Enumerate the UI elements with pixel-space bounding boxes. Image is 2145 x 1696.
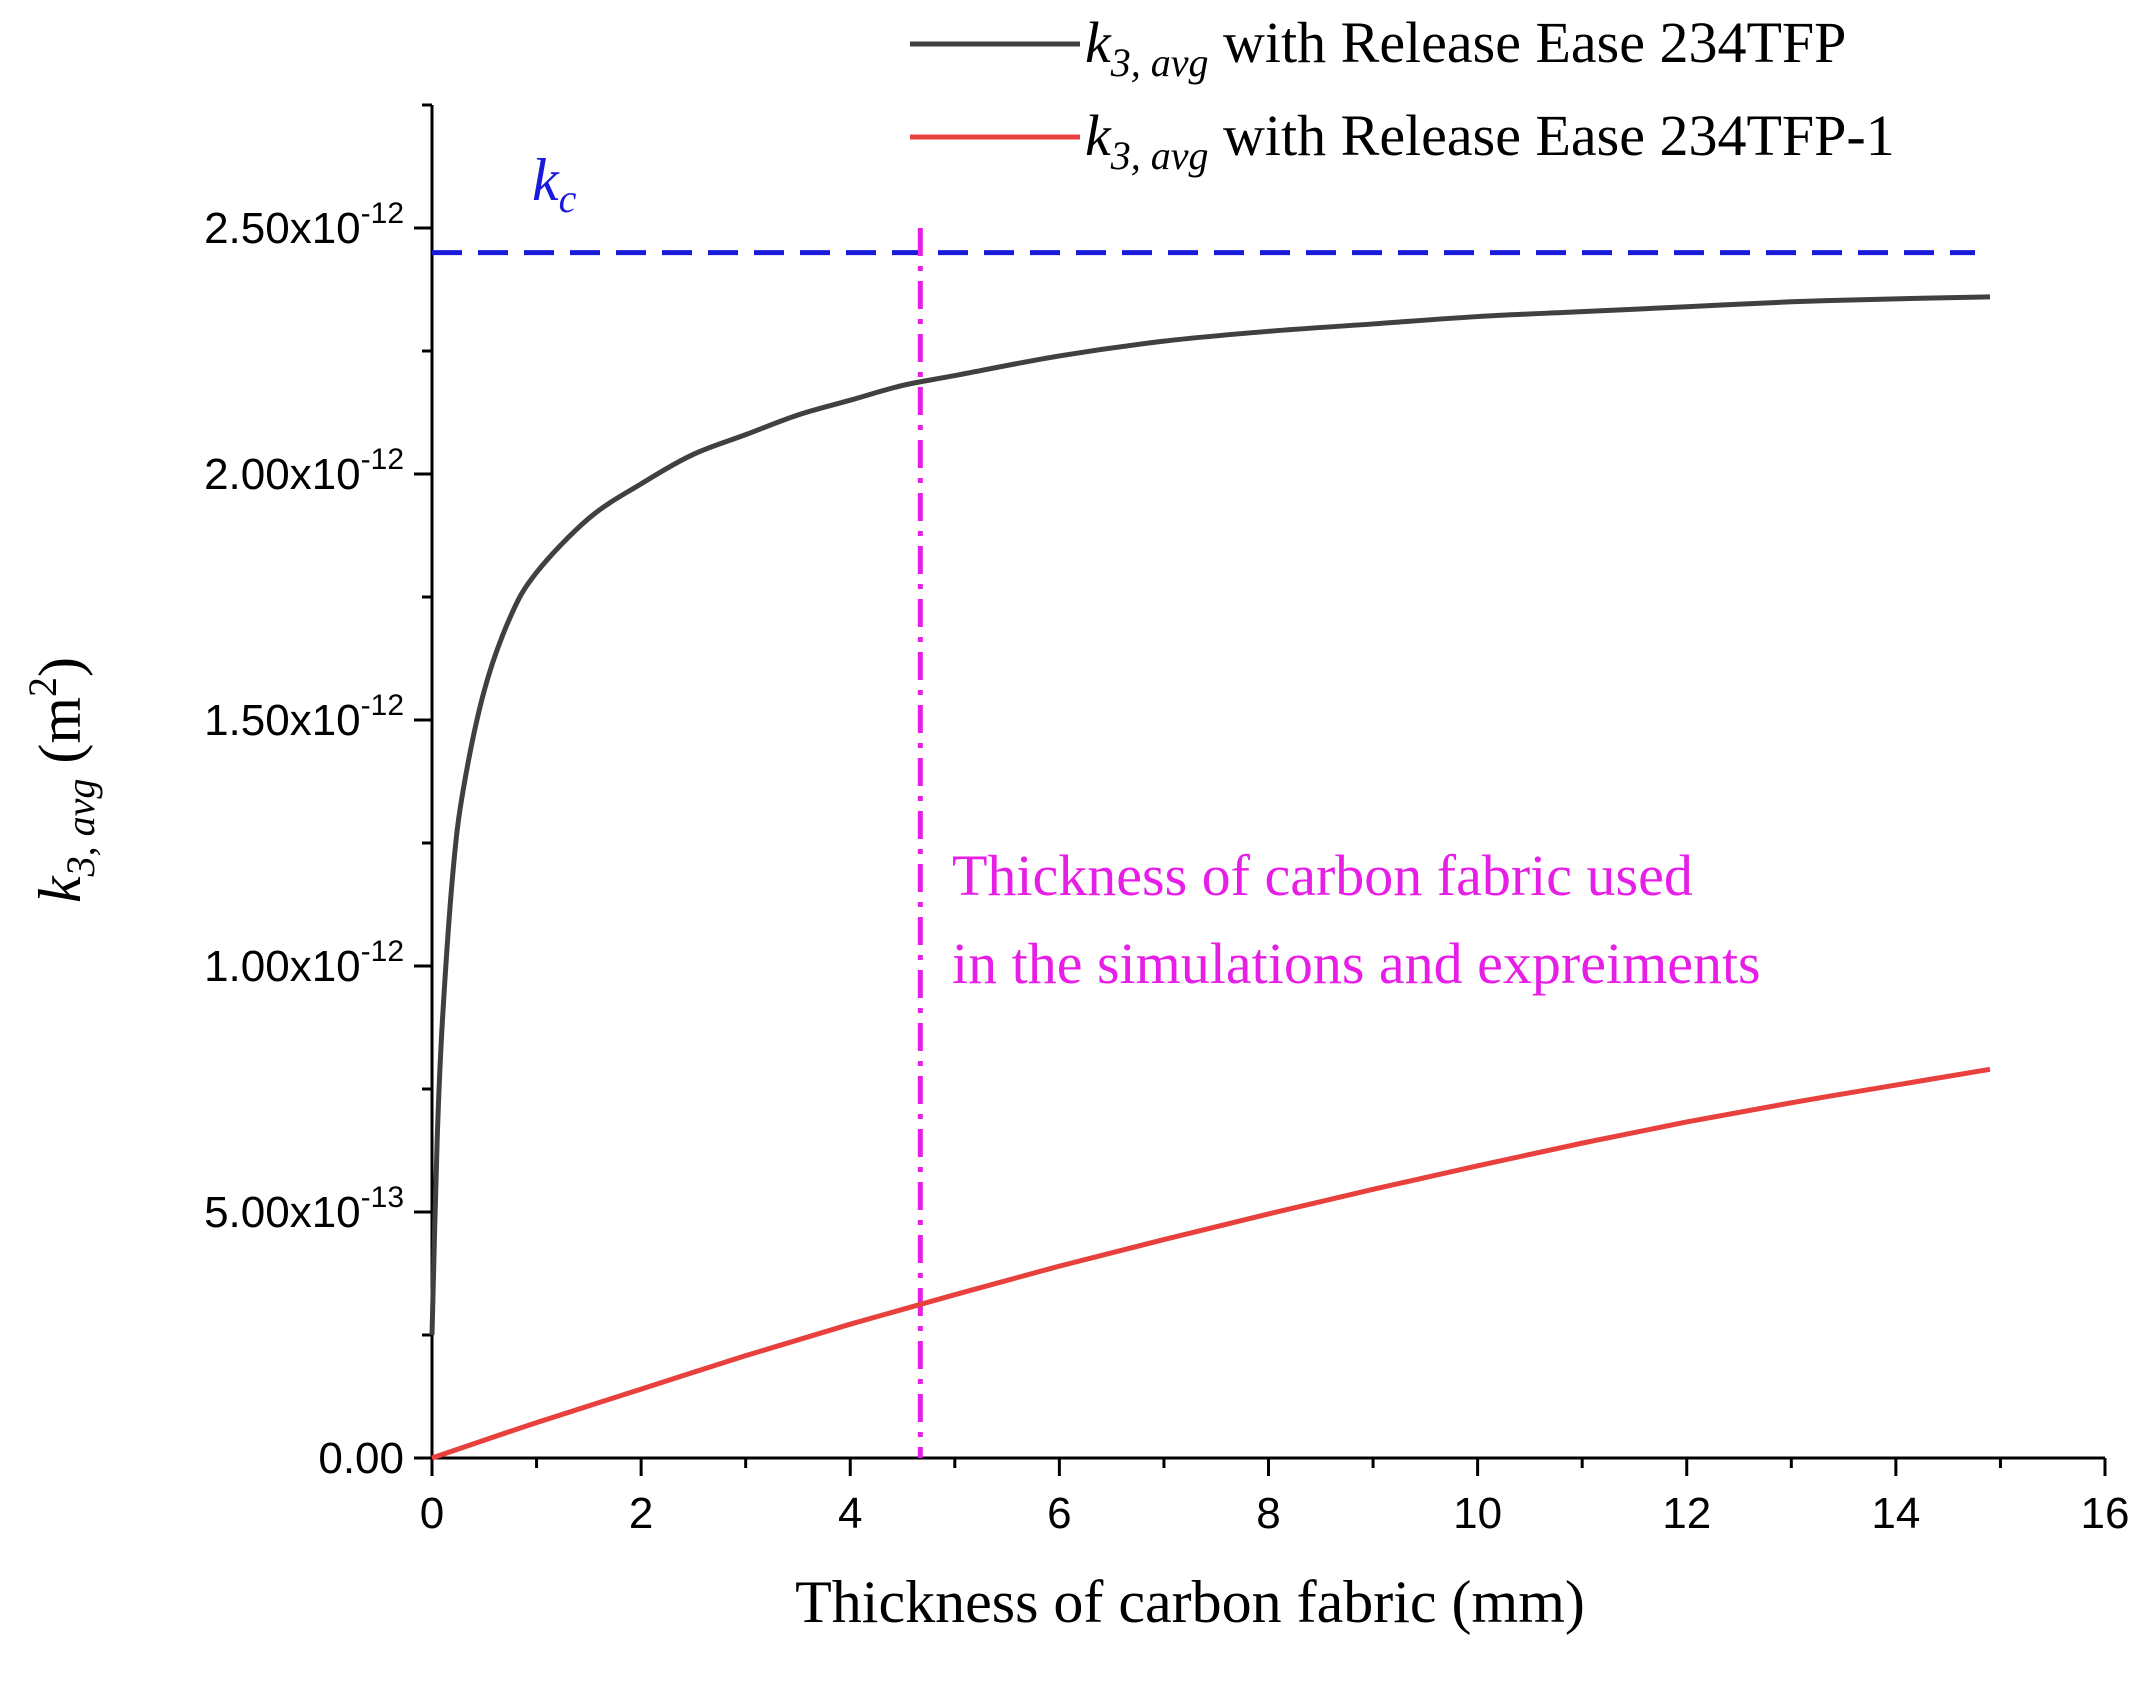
series-line-2	[431, 1066, 1991, 1461]
chart-texts: Thickness of carbon fabric (mm) k3, avg …	[20, 10, 1895, 1635]
y-tick-label: 2.00x10-12	[204, 443, 404, 499]
x-tick-label: 0	[420, 1489, 444, 1538]
x-axis-label: Thickness of carbon fabric (mm)	[795, 1569, 1585, 1635]
annotation-line-2: in the simulations and expreiments	[952, 931, 1761, 996]
x-tick-label: 2	[629, 1489, 653, 1538]
x-tick-label: 14	[1871, 1489, 1920, 1538]
legend-entry-series-2: k3, avg with Release Ease 234TFP-1	[1085, 103, 1895, 178]
y-tick-label: 1.00x10-12	[204, 935, 404, 991]
legend: k3, avg with Release Ease 234TFP k3, avg…	[910, 10, 1895, 178]
x-tick-label: 10	[1453, 1489, 1502, 1538]
y-tick-label: 5.00x10-13	[204, 1181, 404, 1237]
y-tick-label: 0.00	[318, 1434, 404, 1483]
x-tick-label: 8	[1256, 1489, 1280, 1538]
legend-entry-series-1: k3, avg with Release Ease 234TFP	[1085, 10, 1846, 85]
series-group	[429, 294, 1991, 1461]
y-tick-label: 1.50x10-12	[204, 689, 404, 745]
y-axis-label-subscript: 3, avg	[58, 779, 103, 878]
axes: 0 2 4 6 8 10 12 14 16 0.00 5.00x10-13 1.00x10-12 1.5…	[204, 103, 2130, 1538]
kc-label: kc	[532, 147, 577, 221]
y-axis-label-unit-open: (m	[27, 697, 93, 779]
y-axis-label-unit-sup: 2	[20, 677, 65, 697]
x-tick-label: 16	[2081, 1489, 2130, 1538]
y-axis-label-symbol: k	[27, 875, 93, 903]
y-axis-label-unit-close: )	[27, 657, 93, 677]
x-tick-label: 12	[1662, 1489, 1711, 1538]
y-axis-label: k3, avg (m2)	[20, 657, 103, 903]
y-tick-label: 2.50x10-12	[204, 197, 404, 253]
x-tick-label: 6	[1047, 1489, 1071, 1538]
series-line-1	[429, 294, 1991, 1336]
annotation-line-1: Thickness of carbon fabric used	[952, 843, 1693, 908]
svg-text:k3, avg (m2): k3, avg (m2)	[20, 657, 103, 903]
x-tick-label: 4	[838, 1489, 862, 1538]
reference-lines	[432, 228, 1975, 1458]
